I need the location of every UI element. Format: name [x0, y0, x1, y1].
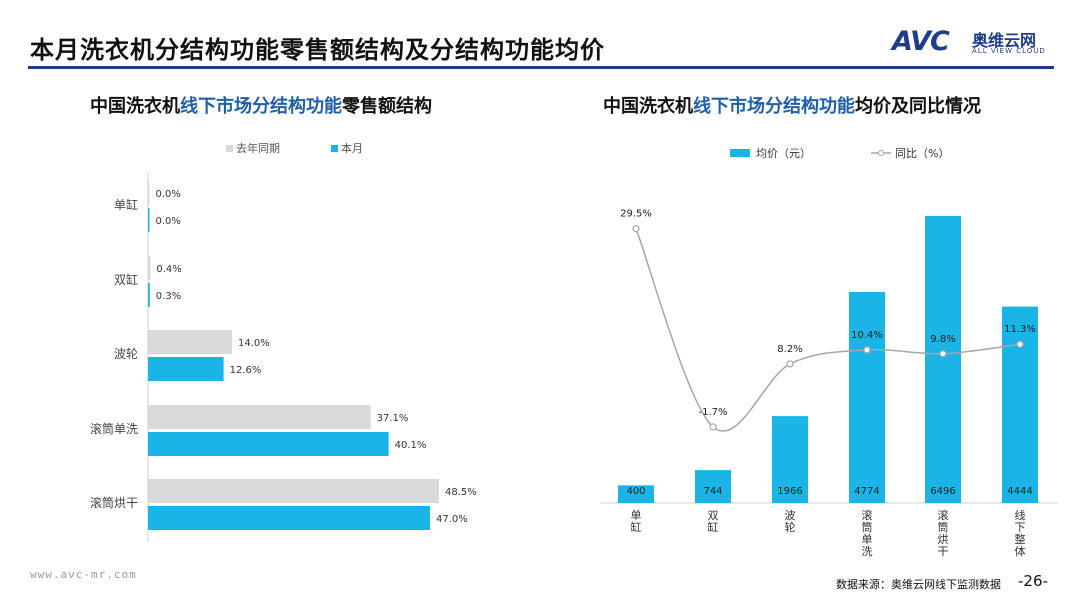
right-chart-title-part-2: 线下市场分结构功能 — [693, 96, 855, 117]
right-category-label: 单缸 — [631, 509, 642, 534]
left-data-label: 37.1% — [377, 413, 409, 424]
left-bar-this-month — [148, 357, 224, 381]
left-bar-this-month — [148, 506, 430, 530]
brand-logo: AVC 奥维云网 ALL VIEW CLOUD — [892, 26, 1062, 57]
left-chart-title: 中国洗衣机线下市场分结构功能零售额结构 — [90, 92, 432, 118]
right-bar-price — [772, 416, 808, 503]
right-category-label: 线下整体 — [1015, 508, 1026, 558]
logo-chinese-name: 奥维云网 — [972, 31, 1037, 50]
legend-label-this-month: 本月 — [341, 141, 363, 155]
legend-swatch-last-year — [226, 145, 233, 152]
right-yoy-point — [939, 350, 947, 358]
left-data-label: 0.3% — [156, 291, 181, 302]
right-yoy-point — [863, 346, 871, 354]
right-bar-price — [1002, 306, 1038, 503]
left-bar-last-year — [148, 181, 150, 205]
legend-label-last-year: 去年同期 — [236, 141, 280, 155]
legend-swatch-this-month — [331, 145, 338, 152]
right-chart-title-part-1: 中国洗衣机 — [603, 96, 693, 117]
right-bar-price — [925, 215, 961, 503]
left-bar-last-year — [148, 256, 151, 280]
left-chart-title-part-1: 中国洗衣机 — [90, 96, 180, 117]
legend-label-yoy: 同比（%） — [895, 147, 949, 160]
right-yoy-point — [632, 225, 640, 233]
left-chart-title-part-2: 线下市场分结构功能 — [180, 96, 342, 117]
right-bar-value-label: 400 — [626, 486, 645, 497]
left-category-label: 双缸 — [114, 272, 138, 287]
left-data-label: 14.0% — [238, 338, 270, 349]
left-category-label: 滚筒单洗 — [90, 421, 138, 436]
left-bar-last-year — [148, 330, 232, 354]
legend-marker-yoy — [878, 150, 884, 156]
right-yoy-label: 9.8% — [930, 334, 955, 345]
right-yoy-line — [635, 228, 1021, 432]
right-bar-price — [695, 470, 731, 503]
right-chart-title-part-3: 均价及同比情况 — [855, 96, 981, 117]
right-category-label: 波轮 — [785, 509, 796, 534]
page-title: 本月洗衣机分结构功能零售额结构及分结构功能均价 — [30, 36, 605, 64]
left-data-label: 48.5% — [445, 487, 477, 498]
logo-mark: AVC — [892, 26, 950, 57]
right-yoy-point — [709, 423, 717, 431]
right-bar-value-label: 4444 — [1007, 486, 1032, 497]
right-bar-value-label: 4774 — [854, 486, 879, 497]
left-category-label: 波轮 — [114, 347, 138, 361]
right-category-label: 滚筒烘干 — [938, 508, 949, 558]
right-chart-title: 中国洗衣机线下市场分结构功能均价及同比情况 — [603, 92, 981, 118]
footer-url: www.avc-mr.com — [30, 568, 137, 581]
right-yoy-label: 29.5% — [620, 209, 652, 220]
logo-english-name: ALL VIEW CLOUD — [972, 47, 1046, 55]
left-data-label: 0.0% — [156, 189, 181, 200]
right-bar-value-label: 744 — [703, 486, 722, 497]
legend-swatch-price — [730, 149, 750, 157]
right-yoy-point — [1016, 340, 1024, 348]
right-category-label: 滚筒单洗 — [862, 508, 873, 558]
right-bar-price — [618, 485, 654, 503]
left-bar-last-year — [148, 405, 371, 429]
left-bar-this-month — [148, 283, 150, 307]
left-bar-this-month — [148, 208, 150, 232]
left-data-label: 40.1% — [395, 440, 427, 451]
right-yoy-point — [786, 360, 794, 368]
right-yoy-label: 11.3% — [1004, 324, 1036, 335]
right-bar-price — [849, 291, 885, 503]
right-yoy-label: 10.4% — [851, 330, 883, 341]
title-divider — [28, 66, 1054, 69]
right-bar-value-label: 1966 — [777, 486, 802, 497]
left-chart-title-part-3: 零售额结构 — [342, 96, 432, 117]
left-data-label: 47.0% — [436, 514, 468, 525]
left-data-label: 0.0% — [156, 216, 181, 227]
left-category-label: 单缸 — [114, 197, 138, 212]
right-yoy-label: -1.7% — [698, 407, 727, 418]
left-bar-last-year — [148, 479, 439, 503]
right-yoy-label: 8.2% — [777, 344, 802, 355]
footer-source: 数据来源：奥维云网线下监测数据 — [836, 578, 1001, 591]
legend-label-price: 均价（元） — [756, 147, 811, 160]
left-data-label: 12.6% — [230, 365, 262, 376]
right-combo-chart: 均价（元） 同比（%） 400 单缸 744 双缸 1966 波轮 4774 滚筒单洗 6496 滚筒… — [600, 147, 1058, 558]
left-category-label: 滚筒烘干 — [90, 495, 138, 510]
right-category-label: 双缸 — [708, 509, 719, 534]
left-bar-this-month — [148, 432, 389, 456]
page-number: -26- — [1018, 572, 1048, 590]
left-data-label: 0.4% — [156, 264, 181, 275]
right-bar-value-label: 6496 — [930, 486, 955, 497]
